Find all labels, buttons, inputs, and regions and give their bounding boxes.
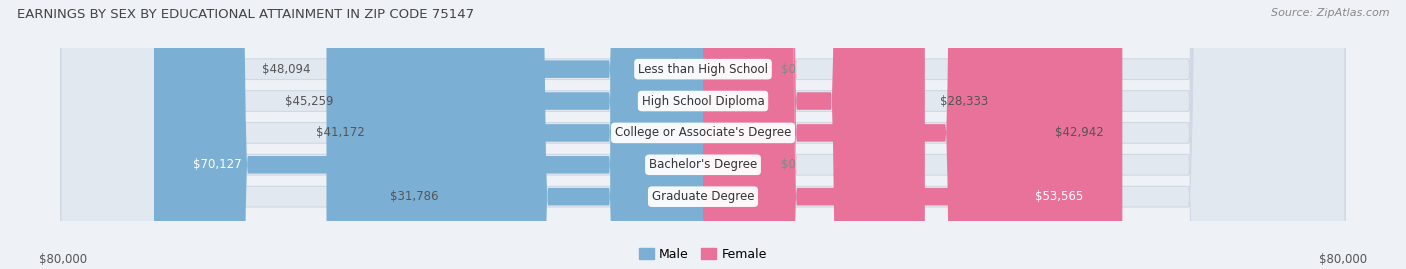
FancyBboxPatch shape — [60, 0, 1346, 269]
FancyBboxPatch shape — [349, 0, 703, 269]
Text: College or Associate's Degree: College or Associate's Degree — [614, 126, 792, 139]
FancyBboxPatch shape — [155, 0, 703, 269]
Text: $41,172: $41,172 — [316, 126, 366, 139]
FancyBboxPatch shape — [672, 0, 797, 269]
Text: Less than High School: Less than High School — [638, 63, 768, 76]
Text: $0: $0 — [782, 158, 796, 171]
FancyBboxPatch shape — [60, 0, 1346, 269]
Text: EARNINGS BY SEX BY EDUCATIONAL ATTAINMENT IN ZIP CODE 75147: EARNINGS BY SEX BY EDUCATIONAL ATTAINMEN… — [17, 8, 474, 21]
FancyBboxPatch shape — [703, 0, 925, 269]
Text: Source: ZipAtlas.com: Source: ZipAtlas.com — [1271, 8, 1389, 18]
FancyBboxPatch shape — [454, 0, 703, 269]
Text: Bachelor's Degree: Bachelor's Degree — [650, 158, 756, 171]
Text: $42,942: $42,942 — [1054, 126, 1104, 139]
FancyBboxPatch shape — [703, 0, 1039, 269]
Text: $31,786: $31,786 — [389, 190, 439, 203]
FancyBboxPatch shape — [381, 0, 703, 269]
Text: $80,000: $80,000 — [39, 253, 87, 266]
FancyBboxPatch shape — [672, 0, 797, 269]
Text: High School Diploma: High School Diploma — [641, 94, 765, 108]
Text: Graduate Degree: Graduate Degree — [652, 190, 754, 203]
Text: $70,127: $70,127 — [193, 158, 242, 171]
Text: $48,094: $48,094 — [263, 63, 311, 76]
Text: $0: $0 — [782, 63, 796, 76]
Text: $45,259: $45,259 — [284, 94, 333, 108]
FancyBboxPatch shape — [703, 0, 1122, 269]
FancyBboxPatch shape — [60, 0, 1346, 269]
FancyBboxPatch shape — [60, 0, 1346, 269]
Legend: Male, Female: Male, Female — [634, 243, 772, 266]
Text: $28,333: $28,333 — [941, 94, 988, 108]
FancyBboxPatch shape — [60, 0, 1346, 269]
FancyBboxPatch shape — [326, 0, 703, 269]
Text: $80,000: $80,000 — [1319, 253, 1367, 266]
Text: $53,565: $53,565 — [1035, 190, 1083, 203]
